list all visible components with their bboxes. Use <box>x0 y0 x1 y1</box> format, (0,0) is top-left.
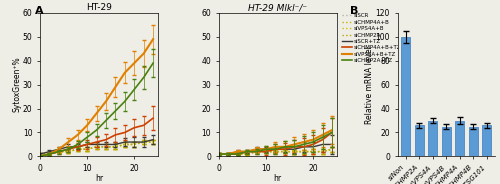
Bar <box>482 125 492 156</box>
Legend: siSCR, siCHMP4A+B, siVPS4A+B, siCHMP2A, siSCR+TZ, siCHMP4A+B+TZ, siVPS4A+B+TZ, s: siSCR, siCHMP4A+B, siVPS4A+B, siCHMP2A, … <box>342 13 402 64</box>
Bar <box>442 127 450 156</box>
Title: HT-29 Mlkl⁻/⁻: HT-29 Mlkl⁻/⁻ <box>248 3 308 12</box>
X-axis label: hr: hr <box>95 174 103 183</box>
X-axis label: hr: hr <box>274 174 282 183</box>
Bar <box>415 125 424 156</box>
Bar <box>428 121 437 156</box>
Y-axis label: SytoxGreen⁺%: SytoxGreen⁺% <box>12 57 21 112</box>
Bar <box>469 127 478 156</box>
Text: A: A <box>35 6 43 15</box>
Bar <box>402 37 410 156</box>
Title: HT-29: HT-29 <box>86 3 112 12</box>
Bar <box>456 121 464 156</box>
Text: B: B <box>350 6 358 15</box>
Y-axis label: Relative mRNA level: Relative mRNA level <box>365 46 374 124</box>
